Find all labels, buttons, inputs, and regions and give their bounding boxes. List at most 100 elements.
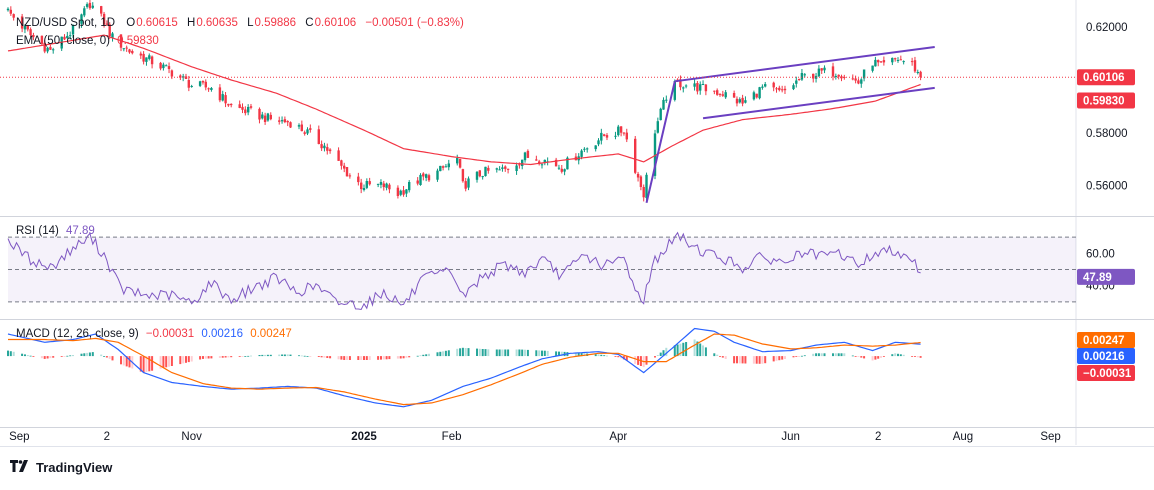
- candle-down: [63, 36, 66, 40]
- macd-histogram-bar: [447, 350, 450, 357]
- candle-down: [639, 176, 643, 187]
- candle-down: [831, 66, 835, 77]
- candle-down: [289, 122, 292, 128]
- candle-down: [100, 6, 103, 14]
- brand-name: TradingView: [36, 460, 113, 475]
- candle-up: [795, 80, 798, 84]
- macd-histogram-bar: [142, 356, 145, 373]
- macd-signal-line: [8, 333, 921, 406]
- candle-up: [425, 174, 428, 178]
- macd-histogram-bar: [654, 356, 656, 358]
- macd-histogram-bar: [122, 356, 125, 366]
- price-badge-text: 0.60106: [1083, 72, 1125, 84]
- candle-up: [439, 165, 442, 172]
- macd-histogram-bar: [326, 356, 329, 358]
- macd-histogram-bar: [91, 352, 94, 357]
- macd-histogram-bar: [24, 354, 26, 357]
- candle-up: [752, 92, 756, 100]
- candle-down: [535, 159, 538, 161]
- candle-down: [851, 78, 854, 80]
- macd-legend[interactable]: MACD (12, 26, close, 9) −0.00031 0.00216…: [16, 328, 292, 340]
- candle-up: [580, 150, 583, 157]
- candle-down: [783, 88, 787, 91]
- macd-histogram-bar: [320, 356, 323, 358]
- macd-histogram-bar: [303, 355, 306, 357]
- candle-up: [162, 64, 165, 69]
- candle-up: [521, 159, 524, 166]
- macd-histogram-bar: [21, 353, 24, 356]
- candle-down: [538, 161, 541, 164]
- candle-up: [659, 108, 662, 121]
- time-tick-label: Aug: [953, 431, 973, 443]
- candle-down: [910, 61, 914, 63]
- candle-up: [379, 182, 383, 185]
- macd-histogram-bar: [812, 353, 815, 357]
- macd-histogram-bar: [798, 356, 801, 357]
- macd-histogram-bar: [840, 353, 843, 357]
- macd-line-badge-bg: [1077, 348, 1135, 364]
- symbol-label[interactable]: NZD/USD Spot, 1D: [16, 17, 116, 29]
- macd-histogram-bar: [436, 352, 439, 357]
- macd-histogram-bar: [815, 353, 818, 357]
- candle-up: [684, 85, 688, 87]
- candle-up: [891, 57, 894, 63]
- low-value: 0.59886: [254, 17, 297, 29]
- macd-histogram-bar: [526, 349, 529, 357]
- macd-histogram-bar: [699, 343, 702, 357]
- ema-badge-text: 0.59830: [1083, 95, 1125, 107]
- macd-histogram-bar: [459, 348, 462, 357]
- candle-up: [617, 126, 620, 136]
- candle-down: [458, 158, 462, 168]
- candle-up: [656, 121, 659, 133]
- candle-down: [224, 95, 227, 104]
- price-badge: 0.60106: [1077, 69, 1135, 86]
- macd-histogram-bar: [168, 356, 170, 367]
- macd-histogram-bar: [495, 349, 498, 357]
- ema-badge-bg: [1077, 92, 1135, 109]
- macd-signal-badge-bg: [1077, 332, 1135, 348]
- candle-down: [340, 160, 343, 166]
- macd-histogram-bar: [151, 356, 154, 371]
- candle-down: [388, 184, 391, 190]
- candle-up: [475, 171, 479, 180]
- candle-up: [80, 14, 83, 24]
- channel-lower-line: [702, 86, 935, 120]
- candle-down: [812, 73, 815, 79]
- high-label: H: [187, 17, 196, 29]
- macd-histogram-bar: [422, 354, 425, 357]
- macd-histogram-bar: [49, 356, 52, 359]
- candle-up: [896, 60, 900, 61]
- macd-histogram-bar: [478, 348, 481, 357]
- macd-histogram-bar: [606, 355, 608, 357]
- candle-down: [49, 46, 52, 50]
- macd-histogram-bar: [577, 352, 580, 357]
- candle-up: [436, 170, 439, 180]
- candle-down: [218, 87, 222, 101]
- macd-histogram-bar: [464, 348, 467, 357]
- macd-histogram-bar: [736, 356, 738, 364]
- time-tick-label: Jun: [781, 431, 800, 443]
- candle-down: [230, 103, 233, 106]
- candle-down: [775, 88, 778, 90]
- macd-histogram-bar: [159, 356, 162, 369]
- candle-down: [820, 68, 823, 71]
- macd-label: MACD (12, 26, close, 9): [16, 328, 139, 340]
- candle-down: [396, 187, 400, 196]
- tradingview-logo-icon: [10, 460, 30, 475]
- macd-histogram-bar: [645, 356, 648, 365]
- candle-up: [653, 133, 657, 176]
- candle-down: [20, 16, 24, 29]
- candle-up: [834, 76, 837, 77]
- tradingview-attribution[interactable]: TradingView: [10, 460, 112, 475]
- macd-histogram-bar: [360, 356, 363, 360]
- ema-legend[interactable]: EMA (50, close, 0) 0.59830: [16, 35, 159, 47]
- macd-histogram-bar: [600, 354, 603, 357]
- macd-histogram-bar: [368, 356, 371, 360]
- rsi-legend[interactable]: RSI (14) 47.89: [16, 225, 95, 237]
- macd-histogram-bar: [207, 356, 210, 359]
- candle-down: [882, 60, 886, 63]
- macd-histogram-bar: [891, 354, 894, 357]
- candle-down: [778, 87, 781, 91]
